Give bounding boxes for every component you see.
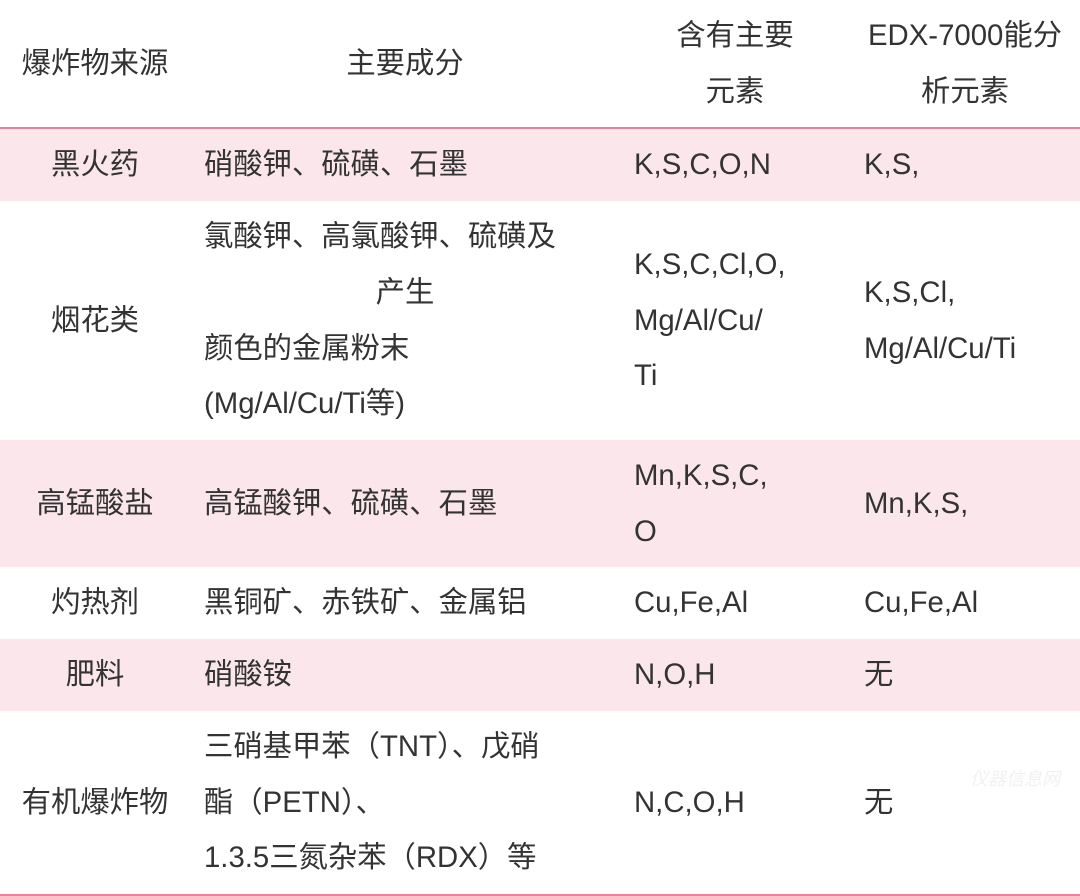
cell-line: Mg/Al/Cu/ — [634, 293, 836, 349]
cell-source: 肥料 — [0, 639, 190, 711]
column-header-line: 析元素 — [864, 64, 1066, 120]
cell-edx: 无 — [850, 639, 1080, 711]
explosives-table: 爆炸物来源主要成分含有主要元素EDX-7000能分析元素 黑火药硝酸钾、硫磺、石… — [0, 0, 1080, 896]
cell-elements: N,O,H — [620, 639, 850, 711]
cell-elements: Cu,Fe,Al — [620, 567, 850, 639]
cell-components: 高锰酸钾、硫磺、石墨 — [190, 440, 620, 567]
cell-components: 硝酸铵 — [190, 639, 620, 711]
table-row: 灼热剂黑铜矿、赤铁矿、金属铝Cu,Fe,AlCu,Fe,Al — [0, 567, 1080, 639]
cell-components: 三硝基甲苯（TNT）、戊硝酯（PETN）、1.3.5三氮杂苯（RDX）等 — [190, 711, 620, 895]
table-row: 高锰酸盐高锰酸钾、硫磺、石墨Mn,K,S,C,OMn,K,S, — [0, 440, 1080, 567]
cell-line: K,S,Cl, — [864, 265, 1066, 321]
column-header-line: 主要成分 — [204, 36, 606, 92]
cell-line: Mg/Al/Cu/Ti — [864, 321, 1066, 377]
cell-components: 硝酸钾、硫磺、石墨 — [190, 128, 620, 201]
cell-line: 1.3.5三氮杂苯（RDX）等 — [204, 830, 606, 886]
cell-edx: K,S,Cl,Mg/Al/Cu/Ti — [850, 201, 1080, 440]
table-row: 肥料硝酸铵N,O,H无 — [0, 639, 1080, 711]
cell-line: O — [634, 504, 836, 560]
cell-line: 酯（PETN）、 — [204, 775, 606, 831]
cell-line: Ti — [634, 348, 836, 404]
cell-edx: Mn,K,S, — [850, 440, 1080, 567]
cell-components: 黑铜矿、赤铁矿、金属铝 — [190, 567, 620, 639]
column-header-line: 含有主要 — [634, 8, 836, 64]
cell-line: 三硝基甲苯（TNT）、戊硝 — [204, 719, 606, 775]
cell-edx: K,S, — [850, 128, 1080, 201]
table-row: 黑火药硝酸钾、硫磺、石墨K,S,C,O,NK,S, — [0, 128, 1080, 201]
cell-edx: Cu,Fe,Al — [850, 567, 1080, 639]
table-body: 黑火药硝酸钾、硫磺、石墨K,S,C,O,NK,S,烟花类氯酸钾、高氯酸钾、硫磺及… — [0, 128, 1080, 895]
cell-elements: N,C,O,H — [620, 711, 850, 895]
cell-line: Mn,K,S,C, — [634, 448, 836, 504]
cell-elements: Mn,K,S,C,O — [620, 440, 850, 567]
column-header-line: EDX-7000能分 — [864, 8, 1066, 64]
cell-components: 氯酸钾、高氯酸钾、硫磺及产生颜色的金属粉末(Mg/Al/Cu/Ti等) — [190, 201, 620, 440]
cell-source: 灼热剂 — [0, 567, 190, 639]
table-row: 烟花类氯酸钾、高氯酸钾、硫磺及产生颜色的金属粉末(Mg/Al/Cu/Ti等)K,… — [0, 201, 1080, 440]
column-header-components: 主要成分 — [190, 0, 620, 128]
cell-line: 氯酸钾、高氯酸钾、硫磺及 — [204, 209, 606, 265]
cell-source: 黑火药 — [0, 128, 190, 201]
table-row: 有机爆炸物三硝基甲苯（TNT）、戊硝酯（PETN）、1.3.5三氮杂苯（RDX）… — [0, 711, 1080, 895]
cell-line: 颜色的金属粉末 — [204, 321, 606, 377]
cell-source: 高锰酸盐 — [0, 440, 190, 567]
column-header-edx: EDX-7000能分析元素 — [850, 0, 1080, 128]
table-header: 爆炸物来源主要成分含有主要元素EDX-7000能分析元素 — [0, 0, 1080, 128]
column-header-line: 爆炸物来源 — [14, 36, 176, 92]
cell-elements: K,S,C,O,N — [620, 128, 850, 201]
cell-line: (Mg/Al/Cu/Ti等) — [204, 376, 606, 432]
cell-line: 产生 — [204, 265, 606, 321]
column-header-line: 元素 — [634, 64, 836, 120]
cell-source: 烟花类 — [0, 201, 190, 440]
column-header-elements: 含有主要元素 — [620, 0, 850, 128]
cell-elements: K,S,C,Cl,O,Mg/Al/Cu/Ti — [620, 201, 850, 440]
header-row: 爆炸物来源主要成分含有主要元素EDX-7000能分析元素 — [0, 0, 1080, 128]
cell-line: K,S,C,Cl,O, — [634, 237, 836, 293]
cell-edx: 无 — [850, 711, 1080, 895]
column-header-source: 爆炸物来源 — [0, 0, 190, 128]
cell-source: 有机爆炸物 — [0, 711, 190, 895]
